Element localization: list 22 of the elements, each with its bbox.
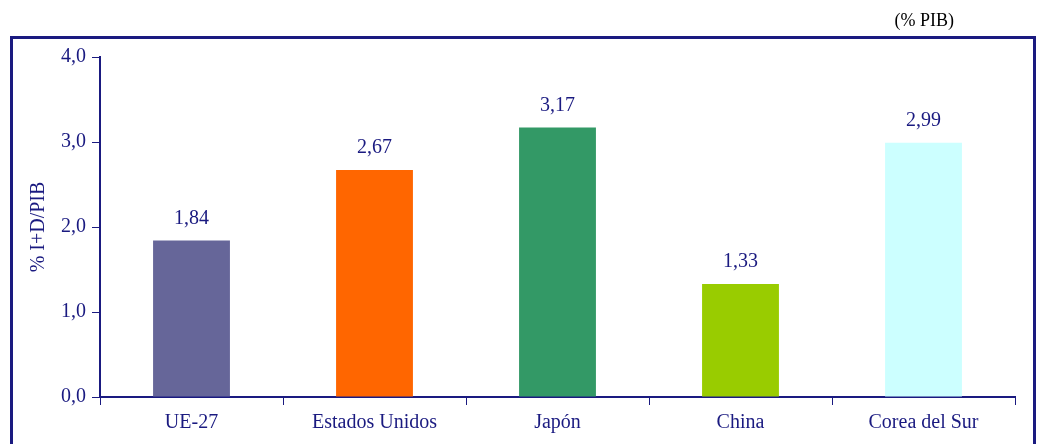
x-tick-label: China (716, 410, 765, 433)
x-tick-label: Japón (534, 410, 581, 434)
x-tick-label: Estados Unidos (312, 410, 438, 433)
y-axis-title: % I+D/PIB (26, 181, 49, 273)
y-tick-label: 4,0 (61, 44, 86, 67)
bar (519, 127, 596, 397)
data-label: 2,67 (357, 135, 392, 158)
x-tick-label: UE-27 (164, 410, 219, 433)
data-label: 1,33 (723, 249, 758, 272)
y-tick-label: 1,0 (61, 299, 86, 322)
data-label: 1,84 (174, 205, 209, 228)
data-label: 2,99 (906, 108, 941, 131)
data-label: 3,17 (540, 92, 575, 115)
y-tick-label: 0,0 (61, 384, 86, 407)
y-tick-label: 3,0 (61, 129, 86, 152)
bar (153, 240, 230, 397)
bar (885, 142, 962, 397)
bar (336, 170, 413, 397)
x-tick-label: Corea del Sur (868, 410, 979, 433)
y-tick-label: 2,0 (61, 214, 86, 237)
bar (702, 283, 779, 397)
text: (% PIB) (894, 10, 954, 31)
